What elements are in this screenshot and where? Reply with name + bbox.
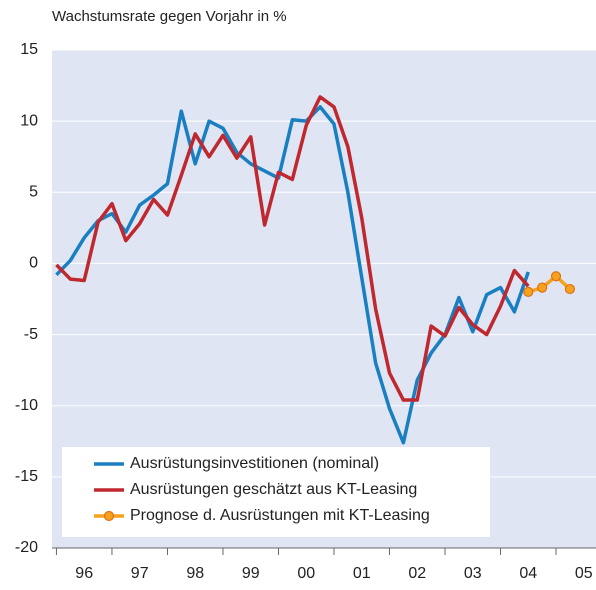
y-tick-label: 5 bbox=[29, 184, 38, 201]
y-tick-label: -10 bbox=[15, 397, 38, 414]
x-tick-label: 04 bbox=[519, 565, 537, 582]
series-line bbox=[55, 105, 530, 445]
chart-title: Wachstumsrate gegen Vorjahr in % bbox=[52, 8, 287, 25]
x-tick-label: 98 bbox=[186, 565, 204, 582]
legend-box bbox=[62, 447, 490, 537]
x-tick-label: 05 bbox=[575, 565, 593, 582]
legend-label: Prognose d. Ausrüstungen mit KT-Leasing bbox=[130, 507, 430, 524]
series-marker bbox=[523, 286, 534, 297]
y-tick-label: 15 bbox=[20, 41, 38, 58]
x-tick-label: 96 bbox=[75, 565, 93, 582]
x-tick-label: 01 bbox=[353, 565, 371, 582]
series-marker bbox=[537, 282, 548, 293]
series-line bbox=[55, 95, 530, 402]
x-tick-label: 02 bbox=[408, 565, 426, 582]
x-tick-label: 99 bbox=[242, 565, 260, 582]
series-marker bbox=[550, 271, 562, 282]
y-tick-label: -5 bbox=[24, 326, 38, 343]
series-line bbox=[527, 274, 572, 294]
x-tick-label: 00 bbox=[297, 565, 315, 582]
series-marker bbox=[564, 283, 576, 295]
x-tick-label: 97 bbox=[131, 565, 149, 582]
legend-label: Ausrüstungen geschätzt aus KT-Leasing bbox=[130, 481, 417, 498]
legend-label: Ausrüstungsinvestitionen (nominal) bbox=[130, 455, 379, 472]
y-tick-label: -20 bbox=[15, 539, 38, 556]
y-tick-label: -15 bbox=[15, 468, 38, 485]
legend-marker bbox=[103, 510, 115, 522]
y-tick-label: 0 bbox=[29, 255, 38, 272]
y-tick-label: 10 bbox=[20, 112, 38, 129]
x-tick-label: 03 bbox=[464, 565, 482, 582]
